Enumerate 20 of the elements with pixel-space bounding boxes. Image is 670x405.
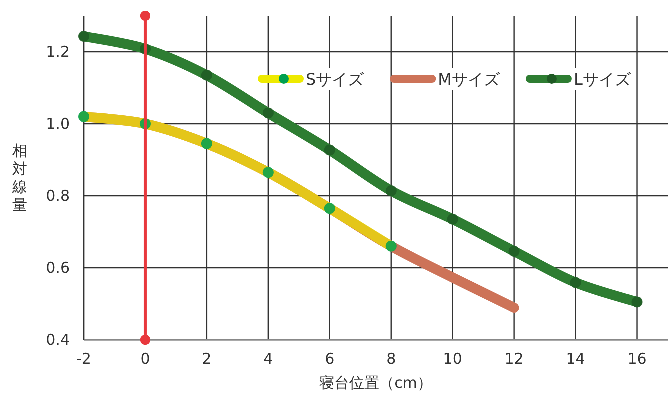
x-tick-label: 4	[264, 350, 274, 368]
x-tick-label: 10	[443, 350, 462, 368]
x-tick-label: 2	[202, 350, 212, 368]
x-tick-label: 6	[325, 350, 335, 368]
x-tick-label: 12	[504, 350, 524, 368]
x-axis-title: 寝台位置（cm）	[320, 374, 432, 392]
legend-label: Mサイズ	[438, 70, 501, 89]
y-axis-title: 相対線量	[12, 142, 28, 214]
legend-label: Sサイズ	[306, 70, 366, 89]
y-tick-label: 1.2	[46, 43, 70, 61]
y-tick-label: 1.0	[46, 115, 70, 133]
y-tick-label: 0.6	[46, 259, 70, 277]
y-tick-label: 0.4	[46, 331, 70, 349]
x-tick-label: 16	[628, 350, 647, 368]
legend-label: Lサイズ	[574, 70, 632, 89]
y-tick-label: 0.8	[46, 187, 70, 205]
x-tick-label: 14	[566, 350, 586, 368]
x-tick-label: 8	[386, 350, 396, 368]
x-tick-label: -2	[76, 350, 92, 368]
x-tick-label: 0	[140, 350, 150, 368]
